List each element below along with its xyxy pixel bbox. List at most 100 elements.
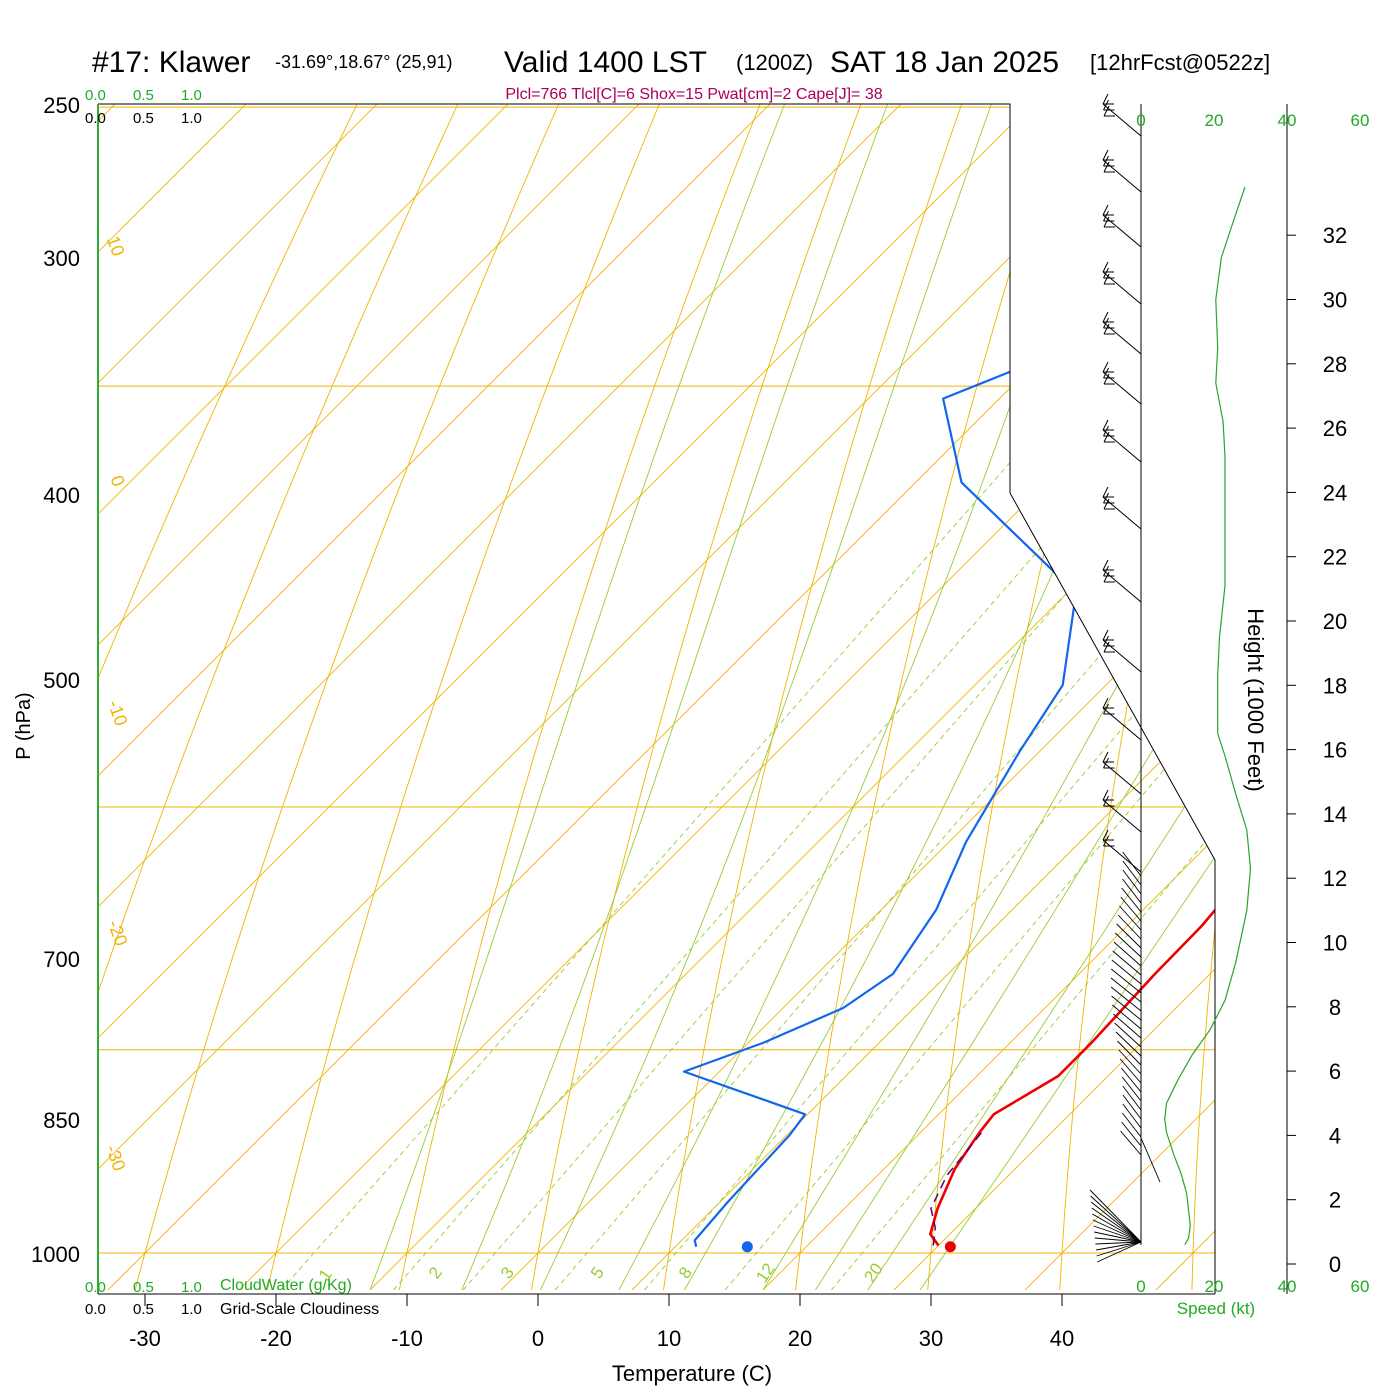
wind-barb bbox=[1102, 697, 1142, 741]
moist-adiabat bbox=[762, 104, 1215, 1291]
wind-barb-shaft bbox=[1102, 371, 1142, 405]
dry-adiabat bbox=[98, 104, 750, 1291]
wind-barb-shaft bbox=[1120, 1130, 1142, 1156]
speed-axis-title: Speed (kt) bbox=[1177, 1299, 1255, 1318]
mixing-ratio-label: 5 bbox=[587, 1264, 608, 1283]
wind-barb-shaft bbox=[1090, 1195, 1142, 1243]
wind-barb-feather bbox=[1103, 703, 1109, 715]
wind-barb-shaft bbox=[1111, 959, 1142, 985]
wind-barb-feather bbox=[1102, 629, 1109, 641]
wind-barb-feather bbox=[1102, 829, 1109, 841]
wind-barb-feather bbox=[1102, 149, 1109, 161]
moist-adiabat bbox=[919, 104, 1215, 1291]
height-tick-label: 20 bbox=[1323, 609, 1347, 634]
plot-grid bbox=[98, 104, 1215, 1291]
wind-barb-feather bbox=[1103, 425, 1109, 437]
cloudiness-tick-bottom-2: 1.0 bbox=[181, 1301, 202, 1318]
wind-barb-shaft bbox=[1114, 932, 1142, 958]
isotherm-line bbox=[893, 104, 1215, 1291]
wind-barb bbox=[1102, 829, 1142, 873]
pressure-label-500: 500 bbox=[43, 668, 80, 693]
wind-barb-shaft bbox=[1113, 941, 1142, 967]
wind-barb-shaft bbox=[1121, 1121, 1142, 1147]
header: #17: Klawer -31.69°,18.67° (25,91) Valid… bbox=[92, 46, 1270, 103]
height-tick-label: 2 bbox=[1329, 1188, 1341, 1213]
wind-barb-feather bbox=[1102, 361, 1109, 373]
dry-adiabat bbox=[927, 104, 1215, 1291]
wind-barb bbox=[1102, 311, 1142, 355]
wind-barb-shaft bbox=[1114, 1022, 1142, 1048]
isotherm-label: -30 bbox=[102, 1142, 130, 1173]
wind-barb-feather bbox=[1103, 795, 1109, 807]
temp-tick-label: 10 bbox=[657, 1326, 681, 1351]
wind-barb-shaft bbox=[1122, 1085, 1142, 1111]
temp-tick-label: 30 bbox=[919, 1326, 943, 1351]
temperature-line bbox=[929, 104, 1215, 1247]
zulu-time: (1200Z) bbox=[736, 50, 813, 75]
wind-barb-shaft bbox=[1111, 995, 1142, 1021]
height-tick-label: 10 bbox=[1323, 931, 1347, 956]
speed-tick-top: 60 bbox=[1351, 111, 1370, 130]
moist-adiabat bbox=[618, 104, 1215, 1291]
temp-tick-label: 20 bbox=[788, 1326, 812, 1351]
wind-barb-shaft bbox=[1102, 839, 1142, 873]
cloudwater-tick-top-0: 0.0 bbox=[85, 87, 106, 104]
wind-barb-shaft bbox=[1122, 1103, 1142, 1129]
speed-tick-bottom: 0 bbox=[1136, 1277, 1145, 1296]
wind-barb-shaft bbox=[1122, 1094, 1142, 1120]
isotherm-line bbox=[238, 104, 1215, 1291]
wind-barb-feather bbox=[1103, 565, 1109, 577]
isotherm-label: 30 bbox=[1180, 764, 1208, 792]
wind-barb-shaft bbox=[1093, 1225, 1142, 1243]
mixing-ratio-line bbox=[724, 106, 1215, 1291]
speed-tick-top: 20 bbox=[1205, 111, 1224, 130]
cloudwater-tick-bottom-2: 1.0 bbox=[181, 1279, 202, 1296]
isotherm-line bbox=[98, 104, 1215, 1291]
wind-barb-shaft bbox=[1140, 1137, 1161, 1183]
wind-barb-feather bbox=[1102, 93, 1109, 105]
isotherm-line bbox=[98, 104, 1094, 1291]
dewpoint-line bbox=[682, 104, 1215, 1247]
wind-barb-shaft bbox=[1094, 1237, 1142, 1243]
wind-barb-feather bbox=[1103, 373, 1110, 385]
isotherm-line bbox=[500, 104, 1215, 1291]
pressure-label-700: 700 bbox=[43, 947, 80, 972]
surface-temperature-dot bbox=[944, 1241, 956, 1253]
wind-barb-feather bbox=[1102, 697, 1109, 709]
wind-barb-shaft bbox=[1119, 1058, 1142, 1084]
isotherm-line bbox=[98, 104, 570, 1291]
speed-tick-bottom: 60 bbox=[1351, 1277, 1370, 1296]
height-tick-label: 4 bbox=[1329, 1123, 1341, 1148]
height-axis: Height (1000 Feet) 024681012141618202224… bbox=[1243, 104, 1347, 1294]
moist-adiabat bbox=[867, 104, 1215, 1291]
height-tick-label: 16 bbox=[1323, 738, 1347, 763]
pressure-label-300: 300 bbox=[43, 246, 80, 271]
wind-barb bbox=[1102, 204, 1142, 248]
isotherm-line bbox=[98, 104, 1215, 1291]
wind-barb-shaft bbox=[1112, 950, 1142, 976]
cloudiness-tick-bottom-1: 0.5 bbox=[133, 1301, 154, 1318]
mixing-ratio-label: 8 bbox=[675, 1264, 696, 1283]
wind-barb-shaft bbox=[1102, 159, 1142, 193]
isotherm-line bbox=[107, 104, 1215, 1291]
wind-barb-shaft bbox=[1102, 429, 1142, 463]
wind-barb-feather bbox=[1103, 161, 1110, 173]
pressure-axis-title: P (hPa) bbox=[13, 692, 35, 759]
wind-barb-shaft bbox=[1102, 639, 1142, 673]
isotherm-line bbox=[369, 104, 1215, 1291]
isotherm-line bbox=[98, 104, 832, 1291]
wind-barb-shaft bbox=[1102, 496, 1142, 530]
cloudiness-tick-bottom-0: 0.0 bbox=[85, 1301, 106, 1318]
height-tick-label: 24 bbox=[1323, 480, 1347, 505]
parcel-line bbox=[930, 1127, 986, 1246]
isotherm-label: 0 bbox=[1010, 330, 1031, 351]
moist-adiabat bbox=[461, 104, 1128, 1291]
dry-adiabat bbox=[1191, 104, 1215, 1291]
cloudwater-tick-top-2: 1.0 bbox=[181, 87, 202, 104]
dry-adiabat bbox=[795, 104, 1215, 1291]
wind-speed-panel: 0 20 40 60 0 20 40 60 Speed (kt) bbox=[1136, 111, 1369, 1318]
wind-speed-line bbox=[1164, 186, 1252, 1246]
wind-barb-shaft bbox=[1115, 1031, 1142, 1057]
wind-barb-feather bbox=[1103, 267, 1109, 279]
wind-barb-shaft bbox=[1116, 923, 1142, 949]
